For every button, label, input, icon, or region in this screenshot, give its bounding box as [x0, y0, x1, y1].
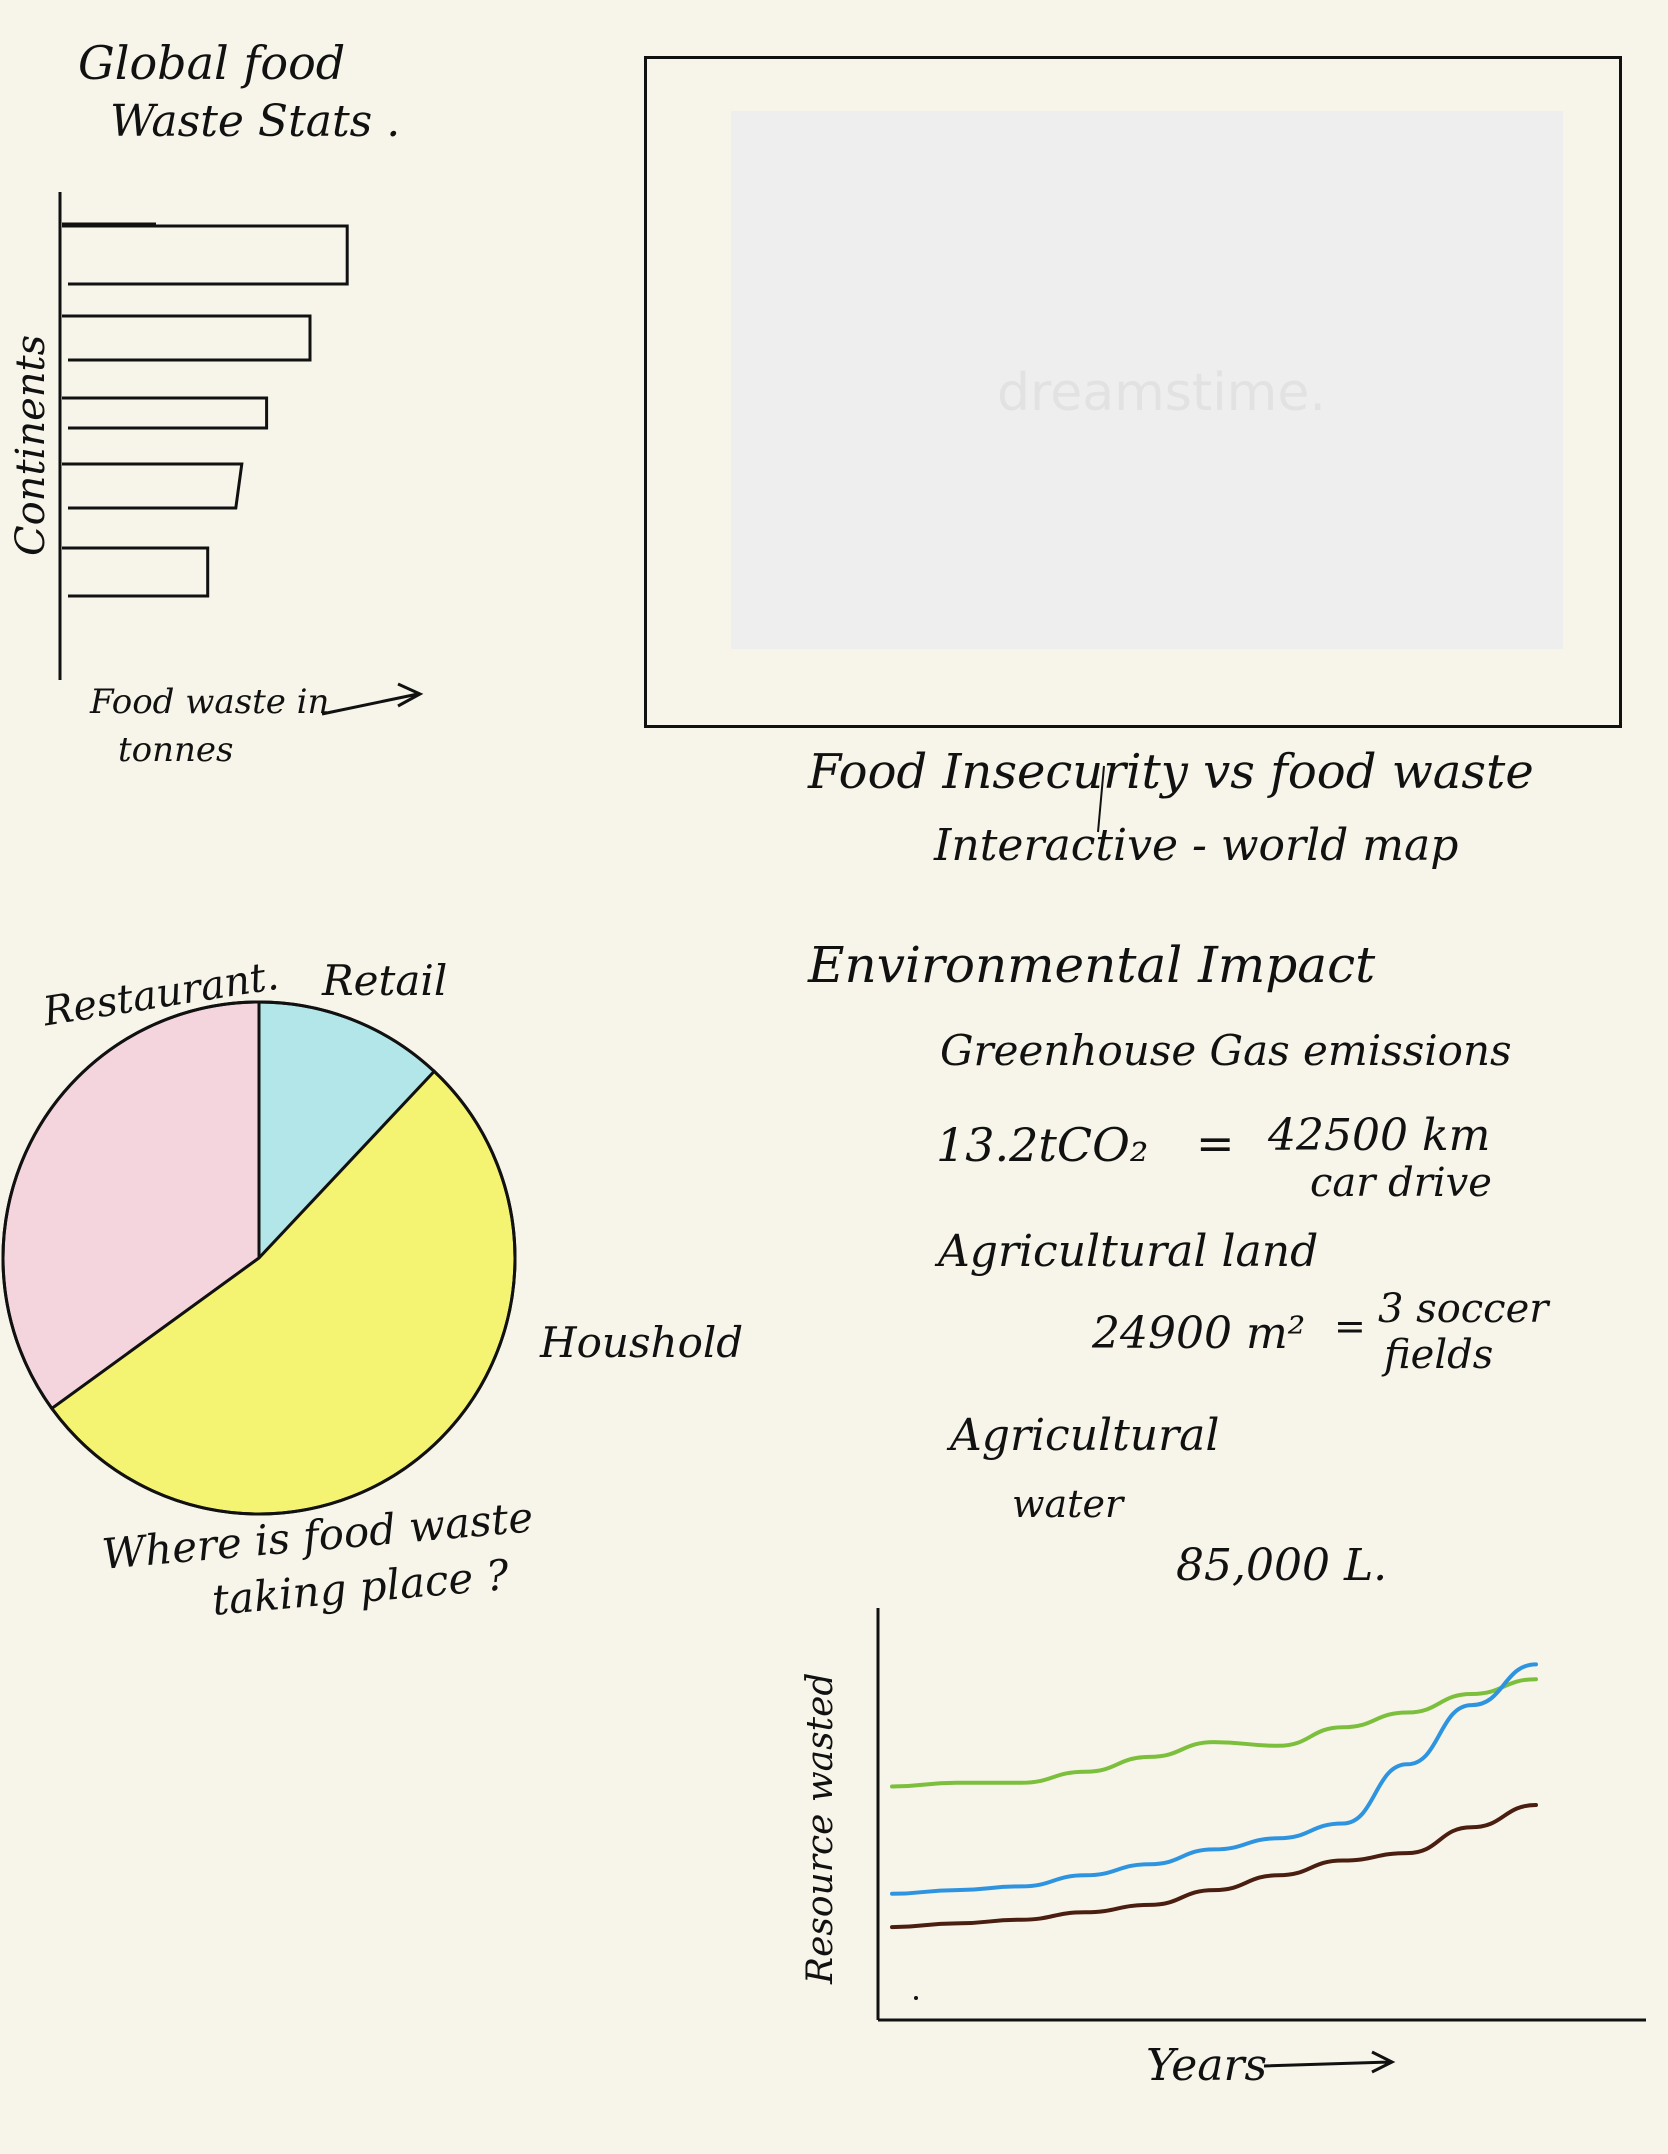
bar-chart-x-label-line1: Food waste in	[90, 682, 330, 722]
pie-label-retail: Retail	[322, 956, 448, 1005]
bar-3	[62, 396, 269, 430]
land-label: Agricultural land	[938, 1226, 1319, 1277]
stray-dot	[914, 1996, 918, 2000]
land-equivalent-line1: 3 soccer	[1378, 1286, 1549, 1332]
bar-chart-title-line1: Global food	[78, 36, 346, 90]
bar-5	[62, 546, 210, 598]
map-caption-line1: Food Insecurity vs food waste	[808, 744, 1534, 800]
line-series-1	[890, 1677, 1538, 1789]
line-chart-x-label: Years	[1146, 2040, 1268, 2091]
bar-chart	[58, 192, 349, 680]
impact-heading: Environmental Impact	[808, 936, 1376, 994]
insecurity-pen-stroke	[1097, 765, 1105, 833]
line-series-2	[890, 1662, 1538, 1896]
line-chart-y-label: Resource wasted	[800, 1672, 841, 1984]
land-equals: =	[1334, 1304, 1366, 1348]
ghg-label: Greenhouse Gas emissions	[940, 1026, 1512, 1075]
bar-chart-title-line2: Waste Stats .	[110, 96, 401, 147]
map-caption-line2: Interactive - world map	[934, 820, 1459, 871]
land-equivalent-line2: fields	[1384, 1332, 1494, 1378]
pie-label-household: Houshold	[540, 1318, 744, 1367]
water-label-line2: water	[1012, 1482, 1124, 1526]
pie-outline	[1, 1000, 517, 1516]
bar-1	[62, 224, 349, 286]
pie-chart	[1, 1000, 517, 1516]
bar-2	[62, 314, 312, 362]
bar-chart-y-label: Continents	[8, 334, 54, 556]
bar-chart-x-label-line2: tonnes	[118, 730, 234, 770]
world-map-frame[interactable]: dreamstime.	[644, 56, 1622, 728]
ghg-equivalent-line1: 42500 km	[1268, 1110, 1491, 1161]
bar-x-arrow	[321, 682, 424, 716]
line-x-arrow	[1263, 2050, 1396, 2074]
world-map-panel[interactable]: dreamstime.	[731, 111, 1563, 649]
water-label-line1: Agricultural	[950, 1410, 1220, 1461]
ghg-value: 13.2tCO₂	[936, 1118, 1149, 1172]
line-chart	[876, 1608, 1646, 2022]
water-value: 85,000 L.	[1176, 1540, 1388, 1591]
line-series-3	[890, 1803, 1538, 1930]
ghg-equals: =	[1196, 1116, 1235, 1170]
land-value: 24900 m²	[1092, 1308, 1306, 1359]
ghg-equivalent-line2: car drive	[1310, 1160, 1492, 1206]
map-watermark: dreamstime.	[997, 363, 1326, 423]
bar-4	[62, 462, 244, 510]
